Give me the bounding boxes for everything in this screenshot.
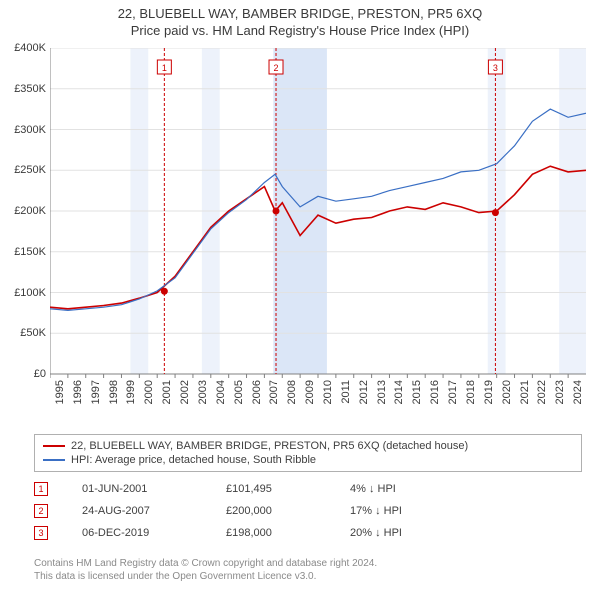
x-tick-label: 2003 [197,380,209,404]
x-tick-label: 2008 [286,380,298,404]
x-tick-label: 2024 [572,380,584,404]
footer-line2: This data is licensed under the Open Gov… [34,571,377,584]
footer-line1: Contains HM Land Registry data © Crown c… [34,558,377,571]
x-tick-label: 2005 [233,380,245,404]
y-tick-label: £150K [14,246,46,258]
chart-area: 1 2 3 [50,48,586,408]
marker-delta-3: 20% ↓ HPI [350,527,460,539]
y-tick-label: £400K [14,42,46,54]
x-tick-label: 2021 [519,380,531,404]
marker-box-2: 2 [34,504,48,518]
chart-svg: 1 2 3 [50,48,586,408]
y-tick-label: £50K [20,327,46,339]
x-tick-label: 2018 [465,380,477,404]
legend-row-property: 22, BLUEBELL WAY, BAMBER BRIDGE, PRESTON… [43,439,573,453]
x-tick-label: 1996 [72,380,84,404]
marker-row-2: 2 24-AUG-2007 £200,000 17% ↓ HPI [34,500,582,522]
y-tick-label: £200K [14,205,46,217]
marker-date-1: 01-JUN-2001 [82,483,192,495]
x-tick-label: 2020 [501,380,513,404]
y-tick-label: £300K [14,124,46,136]
x-tick-label: 2001 [161,380,173,404]
legend-row-hpi: HPI: Average price, detached house, Sout… [43,453,573,467]
x-tick-label: 2004 [215,380,227,404]
marker-delta-2: 17% ↓ HPI [350,505,460,517]
legend-swatch-property [43,445,65,447]
marker-row-1: 1 01-JUN-2001 £101,495 4% ↓ HPI [34,478,582,500]
x-tick-label: 2002 [179,380,191,404]
marker-delta-1: 4% ↓ HPI [350,483,460,495]
marker-box-3: 3 [34,526,48,540]
x-tick-label: 2023 [554,380,566,404]
x-tick-label: 2000 [143,380,155,404]
svg-text:3: 3 [493,63,498,73]
x-tick-label: 1998 [108,380,120,404]
x-tick-label: 2019 [483,380,495,404]
x-tick-label: 2013 [376,380,388,404]
marker-table: 1 01-JUN-2001 £101,495 4% ↓ HPI 2 24-AUG… [34,478,582,544]
y-tick-label: £0 [34,368,46,380]
svg-text:1: 1 [162,63,167,73]
x-tick-label: 2007 [268,380,280,404]
x-tick-label: 2016 [429,380,441,404]
marker-row-3: 3 06-DEC-2019 £198,000 20% ↓ HPI [34,522,582,544]
x-tick-label: 2014 [393,380,405,404]
footer: Contains HM Land Registry data © Crown c… [34,558,377,583]
x-tick-label: 2017 [447,380,459,404]
marker-box-1: 1 [34,482,48,496]
legend-swatch-hpi [43,459,65,461]
legend-label-property: 22, BLUEBELL WAY, BAMBER BRIDGE, PRESTON… [71,440,468,452]
chart-title-block: 22, BLUEBELL WAY, BAMBER BRIDGE, PRESTON… [0,0,600,40]
legend-label-hpi: HPI: Average price, detached house, Sout… [71,454,316,466]
x-tick-label: 2022 [536,380,548,404]
x-tick-label: 2012 [358,380,370,404]
marker-price-3: £198,000 [226,527,316,539]
y-tick-label: £250K [14,164,46,176]
marker-price-2: £200,000 [226,505,316,517]
x-tick-label: 2009 [304,380,316,404]
marker-price-1: £101,495 [226,483,316,495]
svg-text:2: 2 [274,63,279,73]
x-tick-label: 2006 [251,380,263,404]
chart-title-line1: 22, BLUEBELL WAY, BAMBER BRIDGE, PRESTON… [0,6,600,21]
x-tick-label: 2015 [411,380,423,404]
y-tick-label: £350K [14,83,46,95]
marker-date-2: 24-AUG-2007 [82,505,192,517]
x-tick-label: 1995 [54,380,66,404]
chart-title-line2: Price paid vs. HM Land Registry's House … [0,23,600,38]
marker-date-3: 06-DEC-2019 [82,527,192,539]
legend: 22, BLUEBELL WAY, BAMBER BRIDGE, PRESTON… [34,434,582,472]
x-tick-label: 2010 [322,380,334,404]
x-tick-label: 1999 [125,380,137,404]
x-tick-label: 1997 [90,380,102,404]
y-tick-label: £100K [14,287,46,299]
x-tick-label: 2011 [340,380,352,404]
